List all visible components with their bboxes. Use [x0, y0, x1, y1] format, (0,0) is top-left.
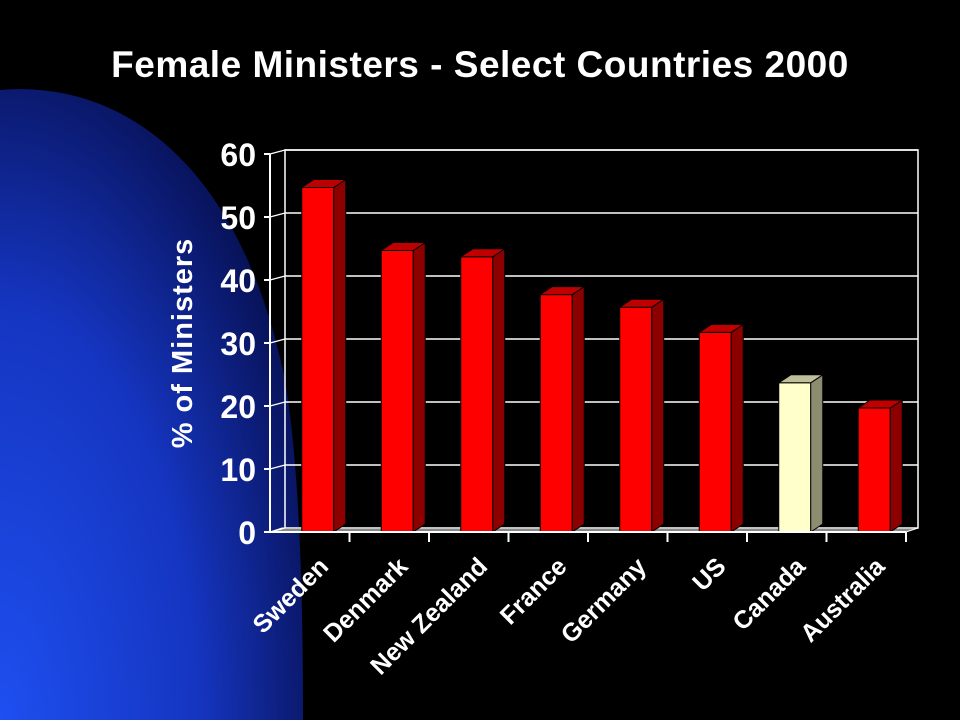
- bar-top: [300, 179, 348, 188]
- y-tick-label: 60: [220, 137, 256, 173]
- bar-side: [492, 247, 506, 533]
- bar-top: [856, 399, 904, 409]
- bar-front: [460, 256, 494, 533]
- bar-top: [459, 248, 507, 258]
- bar-australia: [856, 399, 904, 533]
- y-tick-label: 10: [220, 452, 256, 488]
- bar-canada: [777, 373, 825, 533]
- y-tick-connector: [269, 464, 286, 470]
- x-tick-label: US: [687, 552, 731, 596]
- bar-front: [778, 382, 812, 533]
- y-tick-label: 50: [220, 200, 256, 236]
- bar-side: [333, 178, 347, 533]
- y-tick-label: 0: [238, 515, 256, 551]
- bar-top: [538, 286, 586, 296]
- bar-side: [889, 399, 903, 533]
- x-tick-label: France: [495, 552, 573, 630]
- bar-front: [301, 187, 335, 533]
- bar-side: [730, 323, 744, 533]
- y-tick-label: 20: [220, 389, 256, 425]
- bar-side: [571, 285, 585, 533]
- background-accent-shape: [0, 89, 303, 720]
- bar-top: [777, 374, 825, 384]
- y-tick-connector: [269, 149, 286, 155]
- bar-top: [379, 242, 427, 251]
- bars-layer: [300, 178, 904, 533]
- bar-new-zealand: [459, 247, 507, 533]
- bar-top: [697, 323, 745, 333]
- bar-front: [857, 407, 891, 533]
- y-tick-connector: [269, 212, 286, 218]
- bar-sweden: [300, 178, 348, 533]
- y-tick-connector: [269, 401, 286, 407]
- bar-france: [538, 285, 586, 533]
- bar-front: [380, 250, 414, 533]
- bar-front: [619, 306, 653, 533]
- bar-top: [618, 298, 666, 308]
- y-tick-label: 40: [220, 263, 256, 299]
- bar-us: [697, 323, 745, 533]
- bar-side: [651, 298, 665, 533]
- y-tick-connector: [269, 338, 286, 344]
- x-tick-label: Australia: [795, 552, 891, 648]
- bar-front: [698, 331, 732, 533]
- bar-front: [539, 294, 573, 533]
- bar-denmark: [379, 241, 427, 533]
- y-tick-connector: [269, 275, 286, 281]
- chart-title: Female Ministers - Select Countries 2000: [111, 44, 849, 85]
- bar-side: [810, 373, 824, 533]
- y-tick-label: 30: [220, 326, 256, 362]
- x-tick-label: Germany: [556, 552, 653, 649]
- y-axis-label: % of Ministers: [167, 238, 199, 449]
- bar-side: [412, 241, 426, 533]
- bar-germany: [618, 298, 666, 533]
